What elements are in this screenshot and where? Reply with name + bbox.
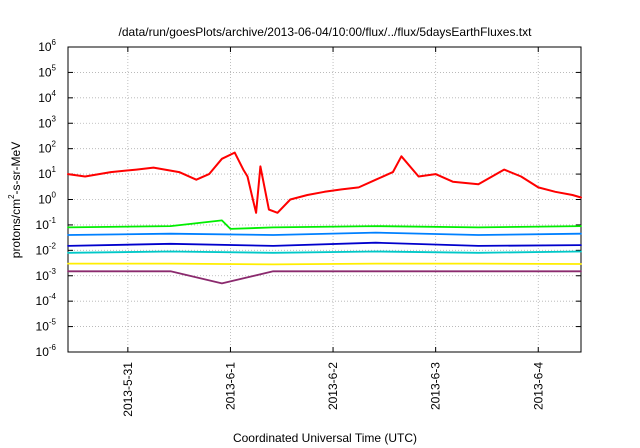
- y-tick-label: 10-1: [36, 216, 57, 232]
- series-line-1: [67, 151, 582, 214]
- y-tick-base: 10: [36, 218, 50, 232]
- y-axis-label-rest: -s-sr-MeV: [9, 142, 23, 195]
- series-line-2: [67, 219, 582, 230]
- y-tick-exponent: -4: [49, 292, 57, 301]
- y-tick-exponent: 4: [52, 89, 57, 98]
- y-axis-label-base: protons/cm: [9, 199, 23, 258]
- series-line-7: [67, 270, 582, 285]
- y-tick-base: 10: [38, 91, 52, 105]
- x-tick-label: 2013-6-3: [429, 362, 443, 410]
- x-tick-label: 2013-6-2: [326, 362, 340, 410]
- y-tick-exponent: 0: [52, 191, 57, 200]
- y-tick-base: 10: [38, 142, 52, 156]
- y-tick-label: 106: [38, 38, 56, 54]
- y-tick-base: 10: [38, 167, 52, 181]
- x-axis: 2013-5-31 2013-6-1 2013-6-2 2013-6-3 2013-6-…: [121, 47, 545, 417]
- y-tick-label: 105: [38, 63, 56, 79]
- y-tick-exponent: 5: [52, 63, 57, 72]
- y-tick-label: 104: [38, 89, 56, 105]
- chart-title: /data/run/goesPlots/archive/2013-06-04/1…: [119, 25, 533, 39]
- y-tick-exponent: 1: [52, 165, 57, 174]
- plot-frame: [67, 46, 582, 353]
- series-group: [67, 151, 582, 285]
- x-tick-label: 2013-6-4: [531, 362, 545, 410]
- x-tick-label: 2013-6-1: [223, 362, 237, 410]
- series-line-3: [67, 231, 582, 236]
- y-tick-exponent: -6: [49, 343, 57, 352]
- y-tick-base: 10: [36, 320, 50, 334]
- y-tick-exponent: -3: [49, 267, 57, 276]
- y-tick-base: 10: [36, 345, 50, 359]
- y-tick-label: 102: [38, 140, 56, 156]
- x-tick-label: 2013-5-31: [121, 362, 135, 417]
- y-tick-base: 10: [38, 65, 52, 79]
- y-tick-label: 100: [38, 191, 56, 207]
- y-tick-base: 10: [36, 269, 50, 283]
- y-axis: 10-610-510-410-310-210-11001011021031041…: [36, 38, 581, 359]
- y-tick-exponent: 6: [52, 38, 57, 47]
- y-tick-base: 10: [36, 294, 50, 308]
- series-line-4: [67, 241, 582, 247]
- y-tick-base: 10: [38, 193, 52, 207]
- y-tick-exponent: -1: [49, 216, 57, 225]
- y-axis-label-sup: 2: [7, 194, 16, 199]
- y-tick-exponent: 3: [52, 114, 57, 123]
- y-tick-base: 10: [38, 116, 52, 130]
- x-axis-label: Coordinated Universal Time (UTC): [233, 431, 417, 445]
- y-tick-label: 103: [38, 114, 56, 130]
- y-tick-exponent: 2: [52, 140, 57, 149]
- y-axis-label: protons/cm2-s-sr-MeV: [7, 142, 23, 258]
- y-tick-label: 10-6: [36, 343, 57, 359]
- y-tick-label: 10-3: [36, 267, 57, 283]
- series-line-5: [67, 250, 582, 254]
- y-tick-base: 10: [38, 40, 52, 54]
- y-tick-label: 101: [38, 165, 56, 181]
- y-tick-exponent: -5: [49, 318, 57, 327]
- y-tick-label: 10-5: [36, 318, 57, 334]
- y-tick-base: 10: [36, 243, 50, 257]
- grid: [68, 47, 581, 352]
- y-tick-exponent: -2: [49, 241, 57, 250]
- y-tick-label: 10-4: [36, 292, 57, 308]
- y-tick-label: 10-2: [36, 241, 57, 257]
- series-line-6: [67, 262, 582, 266]
